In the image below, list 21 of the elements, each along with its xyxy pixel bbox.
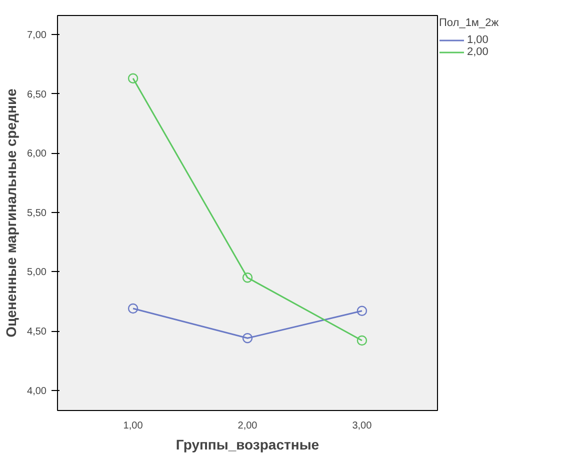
legend-label: 1,00 <box>467 34 488 46</box>
x-tick-label: 3,00 <box>352 420 372 432</box>
x-tick-label: 2,00 <box>238 420 258 432</box>
y-tick-label: 5,50 <box>27 208 47 219</box>
point <box>356 335 368 346</box>
point <box>128 73 138 84</box>
point <box>356 306 368 316</box>
y-tick-label: 6,00 <box>27 148 47 160</box>
y-axis-title: Оцененные маргинальные средние <box>3 88 20 338</box>
x-tick-label: 1,00 <box>123 420 144 432</box>
point <box>128 303 138 314</box>
point <box>242 272 253 283</box>
x-axis-title: Группы_возрастные <box>176 436 320 452</box>
y-tick-label: 5,00 <box>27 267 47 278</box>
y-tick-label: 4,50 <box>27 326 47 338</box>
legend-title: Пол_1м_2ж <box>439 17 499 29</box>
legend-label: 2,00 <box>467 46 488 58</box>
y-tick-label: 7,00 <box>27 30 47 41</box>
point <box>242 333 253 344</box>
y-tick-label: 4,00 <box>27 386 47 397</box>
y-tick-label: 6,50 <box>27 89 47 100</box>
